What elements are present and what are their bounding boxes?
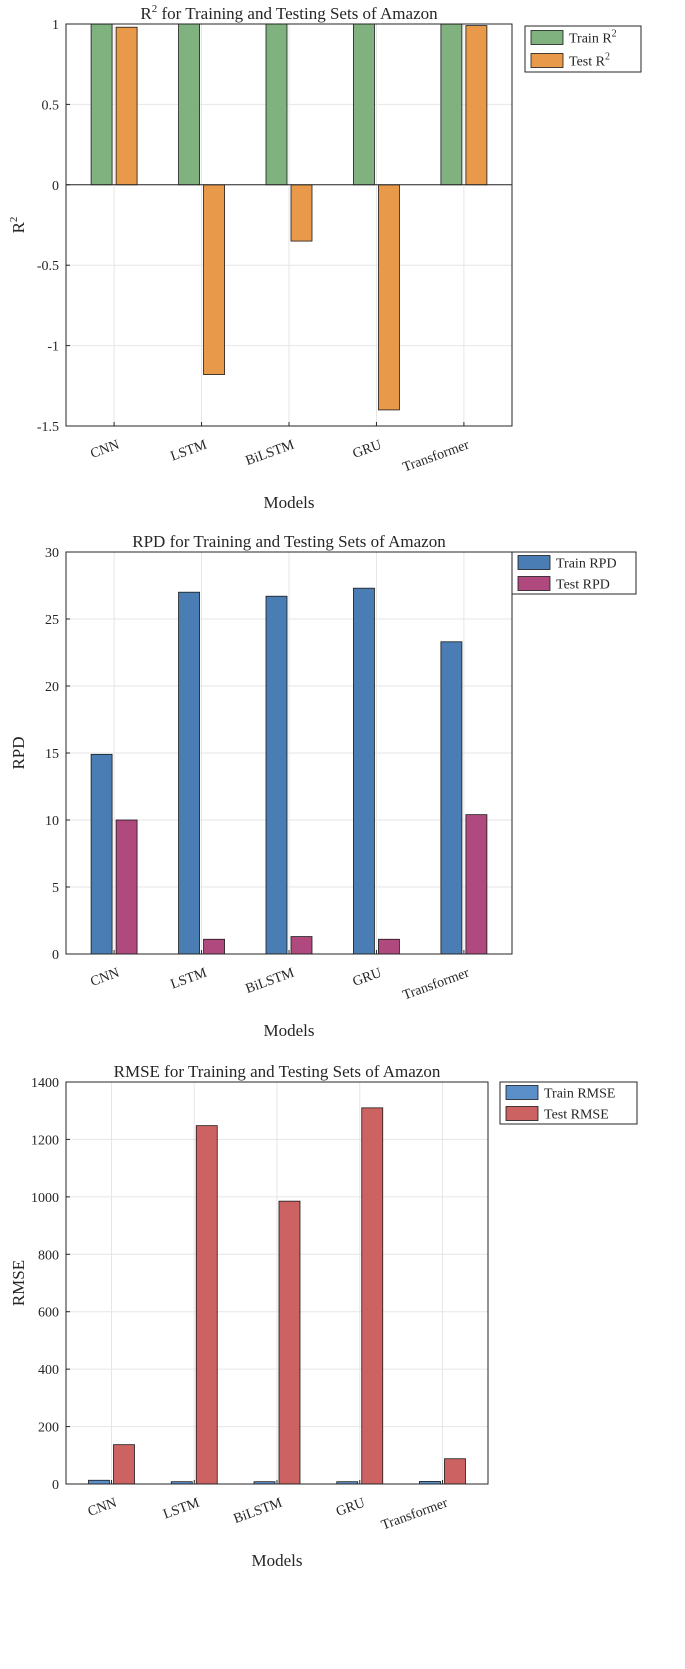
y-tick-label: 0 [52,179,59,194]
x-tick-label: GRU [334,1496,367,1520]
bar-test-rmse-lstm [195,1125,218,1485]
bar-test-r-lstm [203,184,225,375]
x-axis-label: Models [252,1551,303,1570]
y-tick-label: 0 [52,1478,59,1493]
bar-test-rpd-transformer [465,814,488,955]
bar-test-r-cnn [115,26,138,186]
y-tick-label: 1200 [31,1133,59,1148]
bar-train-rpd-gru [353,587,375,955]
x-tick-label: BiLSTM [232,1495,285,1527]
y-tick-label: -1.5 [37,420,59,435]
legend-swatch [505,1106,539,1121]
x-tick-label: CNN [89,438,122,462]
y-tick-label: 0 [52,948,59,963]
legend-swatch [517,576,551,591]
chart-3: 0 200 400 600 800 1000 1200 1400 CNN LSTM BiLSTM GR… [9,1062,638,1570]
chart-1: -1.5 -1 -0.5 0 0.5 1 CNN LSTM BiLSTM GRU Transform… [8,3,642,512]
bar-train-r-lstm [178,23,200,186]
legend-entry: Test RMSE [544,1108,609,1123]
y-tick-label: 600 [38,1306,59,1321]
y-tick-label: 5 [52,881,59,896]
bar-test-rpd-bilstm [290,936,313,955]
y-tick-label: 1 [52,18,59,33]
legend-entry: Train RPD [556,557,617,572]
y-axis-label: RMSE [9,1260,28,1306]
legend: Train RPD Test RPD [511,551,637,595]
y-tick-label: 400 [38,1363,59,1378]
chart-title: RMSE for Training and Testing Sets of Am… [114,1062,441,1081]
bar-test-r-bilstm [290,184,313,242]
bar-test-r-transformer [465,25,488,186]
legend: Train RMSE Test RMSE [499,1081,638,1125]
legend: Train R2 Test R2 [524,25,642,73]
x-tick-label: Transformer [401,438,472,476]
x-tick-label: Transformer [379,1496,450,1534]
x-tick-label: LSTM [161,1495,202,1522]
chart-title: RPD for Training and Testing Sets of Ama… [132,532,446,551]
y-tick-label: 30 [45,546,59,561]
x-tick-label: GRU [351,438,384,462]
bar-test-rpd-lstm [203,938,225,955]
x-tick-label: GRU [351,966,384,990]
legend-swatch [517,555,551,570]
bar-train-rmse-cnn [88,1479,110,1485]
bar-train-r-gru [353,23,375,186]
bar-train-r-bilstm [265,23,288,186]
bar-train-r-transformer [440,23,463,186]
bar-test-rmse-transformer [444,1458,466,1485]
y-axis-label: R2 [8,217,28,234]
bar-test-rmse-bilstm [278,1200,301,1485]
y-tick-label: 200 [38,1421,59,1436]
y-tick-label: 0.5 [42,98,60,113]
bar-train-rpd-cnn [90,753,113,955]
legend-entry: Train RMSE [544,1087,615,1102]
bar-test-rpd-cnn [115,819,138,955]
bar-test-r-gru [378,184,400,411]
x-tick-label: LSTM [169,437,210,464]
y-tick-label: 25 [45,613,59,628]
x-tick-label: CNN [86,1496,119,1520]
y-tick-label: -1 [47,340,59,355]
y-tick-label: 800 [38,1248,59,1263]
y-tick-label: 1400 [31,1076,59,1091]
y-tick-label: 15 [45,747,59,762]
bar-train-r-cnn [90,23,113,186]
x-tick-label: BiLSTM [244,437,297,469]
chart-2: 0 5 10 15 20 25 30 CNN LSTM BiLSTM GRU Transformer R… [9,532,637,1040]
bar-test-rpd-gru [378,938,400,955]
bar-train-rpd-transformer [440,641,463,955]
x-tick-label: LSTM [169,965,210,992]
bar-train-rpd-bilstm [265,595,288,955]
x-tick-label: Transformer [401,966,472,1004]
x-axis-label: Models [264,1021,315,1040]
legend-entry: Train R2 [569,29,617,47]
y-axis-label: RPD [9,736,28,769]
x-tick-label: BiLSTM [244,965,297,997]
x-axis-label: Models [264,493,315,512]
x-tick-label: CNN [89,966,122,990]
legend-swatch [530,53,564,68]
bar-test-rmse-cnn [113,1444,135,1485]
y-tick-label: 20 [45,680,59,695]
legend-swatch [530,30,564,45]
bar-test-rmse-gru [361,1107,384,1485]
legend-entry: Test RPD [556,578,610,593]
y-tick-label: -0.5 [37,259,59,274]
legend-swatch [505,1085,539,1100]
y-tick-label: 10 [45,814,59,829]
bar-train-rpd-lstm [178,591,200,955]
legend-entry: Test R2 [569,52,610,70]
chart-title: R2 for Training and Testing Sets of Amaz… [140,3,438,23]
y-tick-label: 1000 [31,1191,59,1206]
